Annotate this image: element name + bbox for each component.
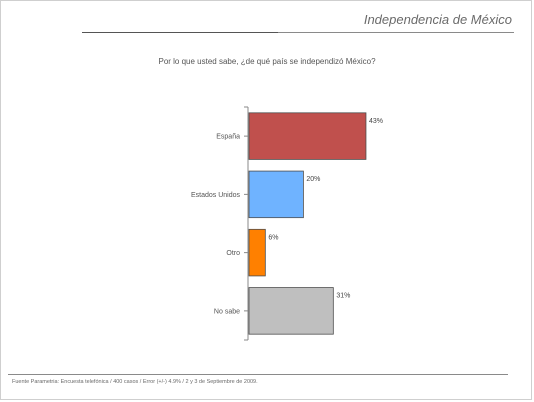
chart-header-title: Independencia de México xyxy=(363,12,512,27)
header-rule xyxy=(82,32,514,33)
bar-estados-unidos xyxy=(248,170,304,219)
category-label-espana: España xyxy=(216,134,240,141)
footer-source: Fuente Parametria: Encuesta telefónica /… xyxy=(12,379,258,385)
value-label-espana: 43% xyxy=(369,118,383,125)
value-label-no-sabe: 31% xyxy=(336,293,350,300)
bar-no-sabe xyxy=(248,287,334,335)
category-label-no-sabe: No sabe xyxy=(214,308,240,315)
value-label-otro: 6% xyxy=(268,234,278,241)
header-rule-accent xyxy=(82,32,278,33)
value-label-estados-unidos: 20% xyxy=(306,176,320,183)
axis-ticks xyxy=(244,106,248,341)
footer-rule xyxy=(8,374,508,375)
chart-question: Por lo que usted sabe, ¿de qué país se i… xyxy=(158,57,376,66)
category-label-otro: Otro xyxy=(226,250,240,257)
labels-layer: España 43% Estados Unidos 20% Otro 6% No sabe 3… xyxy=(191,118,383,316)
category-label-estados-unidos: Estados Unidos xyxy=(191,192,241,199)
bar-espana xyxy=(248,112,367,160)
bars-layer xyxy=(248,112,367,335)
bar-otro xyxy=(248,228,266,277)
